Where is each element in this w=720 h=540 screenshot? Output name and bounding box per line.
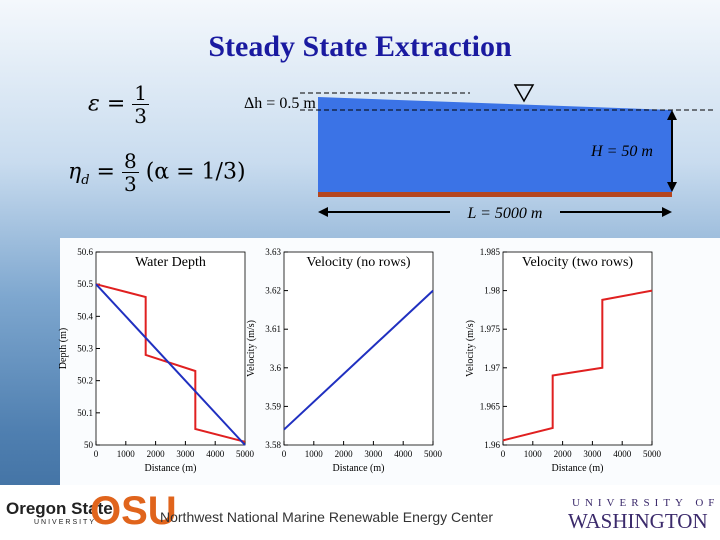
center-name: Northwest National Marine Renewable Ener… [160, 509, 494, 525]
arrow-head [318, 207, 328, 217]
y-tick-label: 1.97 [484, 363, 500, 373]
osu-logo: OSU [90, 489, 177, 533]
chart-title: Velocity (no rows) [306, 255, 411, 270]
y-tick-label: 50.6 [77, 247, 93, 257]
x-tick-label: 3000 [583, 449, 602, 459]
numerator: 1 [132, 81, 149, 105]
eq-lhs: ε [88, 91, 100, 117]
footer: Oregon State UNIVERSITY OSU Northwest Na… [0, 485, 720, 540]
chart-title: Water Depth [135, 255, 206, 270]
arrow-head [667, 110, 677, 120]
y-tick-label: 50 [84, 440, 94, 450]
x-tick-label: 3000 [176, 449, 195, 459]
plot-area [283, 251, 434, 446]
x-tick-label: 4000 [206, 449, 225, 459]
eq-sub: d [81, 172, 90, 188]
y-tick-label: 1.975 [480, 324, 501, 334]
plot-area [95, 251, 246, 446]
plot-area [502, 251, 653, 446]
y-tick-label: 1.96 [484, 440, 500, 450]
y-tick-label: 3.58 [265, 440, 281, 450]
water-level-symbol [513, 84, 535, 103]
y-axis-label: Velocity (m/s) [465, 320, 476, 377]
y-tick-label: 1.965 [480, 401, 501, 411]
x-tick-label: 4000 [613, 449, 632, 459]
x-axis-label: Distance (m) [552, 463, 604, 474]
y-tick-label: 3.61 [265, 324, 281, 334]
l-label: L = 5000 m [467, 205, 543, 222]
denominator: 3 [134, 104, 147, 128]
x-tick-label: 5000 [643, 449, 662, 459]
channel-bed [318, 192, 672, 197]
x-tick-label: 5000 [424, 449, 443, 459]
y-tick-label: 50.5 [77, 279, 93, 289]
x-tick-label: 5000 [236, 449, 255, 459]
delta-h-label: Δh = 0.5 m [244, 95, 316, 112]
y-tick-label: 50.4 [77, 311, 93, 321]
y-tick-label: 50.2 [77, 376, 93, 386]
x-tick-label: 2000 [554, 449, 573, 459]
slide-title: Steady State Extraction [208, 30, 512, 63]
x-tick-label: 3000 [364, 449, 383, 459]
chart-title: Velocity (two rows) [522, 255, 634, 270]
eq-sign: = [96, 159, 115, 185]
y-tick-label: 3.59 [265, 401, 281, 411]
uw-top: UNIVERSITY OF [572, 497, 720, 509]
numerator: 8 [121, 149, 139, 173]
arrow-head [662, 207, 672, 217]
x-tick-label: 1000 [117, 449, 136, 459]
y-tick-label: 3.6 [270, 363, 282, 373]
data-line [95, 283, 246, 443]
y-axis-label: Velocity (m/s) [246, 320, 257, 377]
uw-name: WASHINGTON [568, 509, 708, 533]
eq-sign: = [106, 91, 126, 117]
eq-lhs: η [68, 159, 82, 185]
data-line [283, 289, 434, 431]
x-tick-label: 2000 [335, 449, 354, 459]
y-tick-label: 1.985 [480, 247, 501, 257]
water-slope [318, 97, 672, 110]
x-axis-label: Distance (m) [333, 463, 385, 474]
x-tick-label: 1000 [305, 449, 324, 459]
x-tick-label: 1000 [524, 449, 543, 459]
arrow-head [667, 182, 677, 192]
osu-sub: UNIVERSITY [34, 519, 97, 526]
x-tick-label: 0 [282, 449, 287, 459]
x-tick-label: 0 [94, 449, 99, 459]
y-tick-label: 1.98 [484, 286, 500, 296]
osu-name: Oregon State [6, 499, 113, 518]
y-tick-label: 3.63 [265, 247, 281, 257]
eq-condition: (α = 1/3) [145, 159, 246, 185]
denominator: 3 [123, 172, 137, 196]
x-tick-label: 2000 [147, 449, 166, 459]
y-tick-label: 50.1 [77, 408, 93, 418]
h-label: H = 50 m [590, 143, 653, 160]
data-line [502, 289, 653, 442]
data-line [95, 283, 246, 446]
x-tick-label: 0 [501, 449, 506, 459]
x-tick-label: 4000 [394, 449, 413, 459]
y-tick-label: 50.3 [77, 344, 93, 354]
x-axis-label: Distance (m) [145, 463, 197, 474]
water-body [318, 110, 672, 192]
y-tick-label: 3.62 [265, 286, 281, 296]
y-axis-label: Depth (m) [58, 328, 69, 369]
